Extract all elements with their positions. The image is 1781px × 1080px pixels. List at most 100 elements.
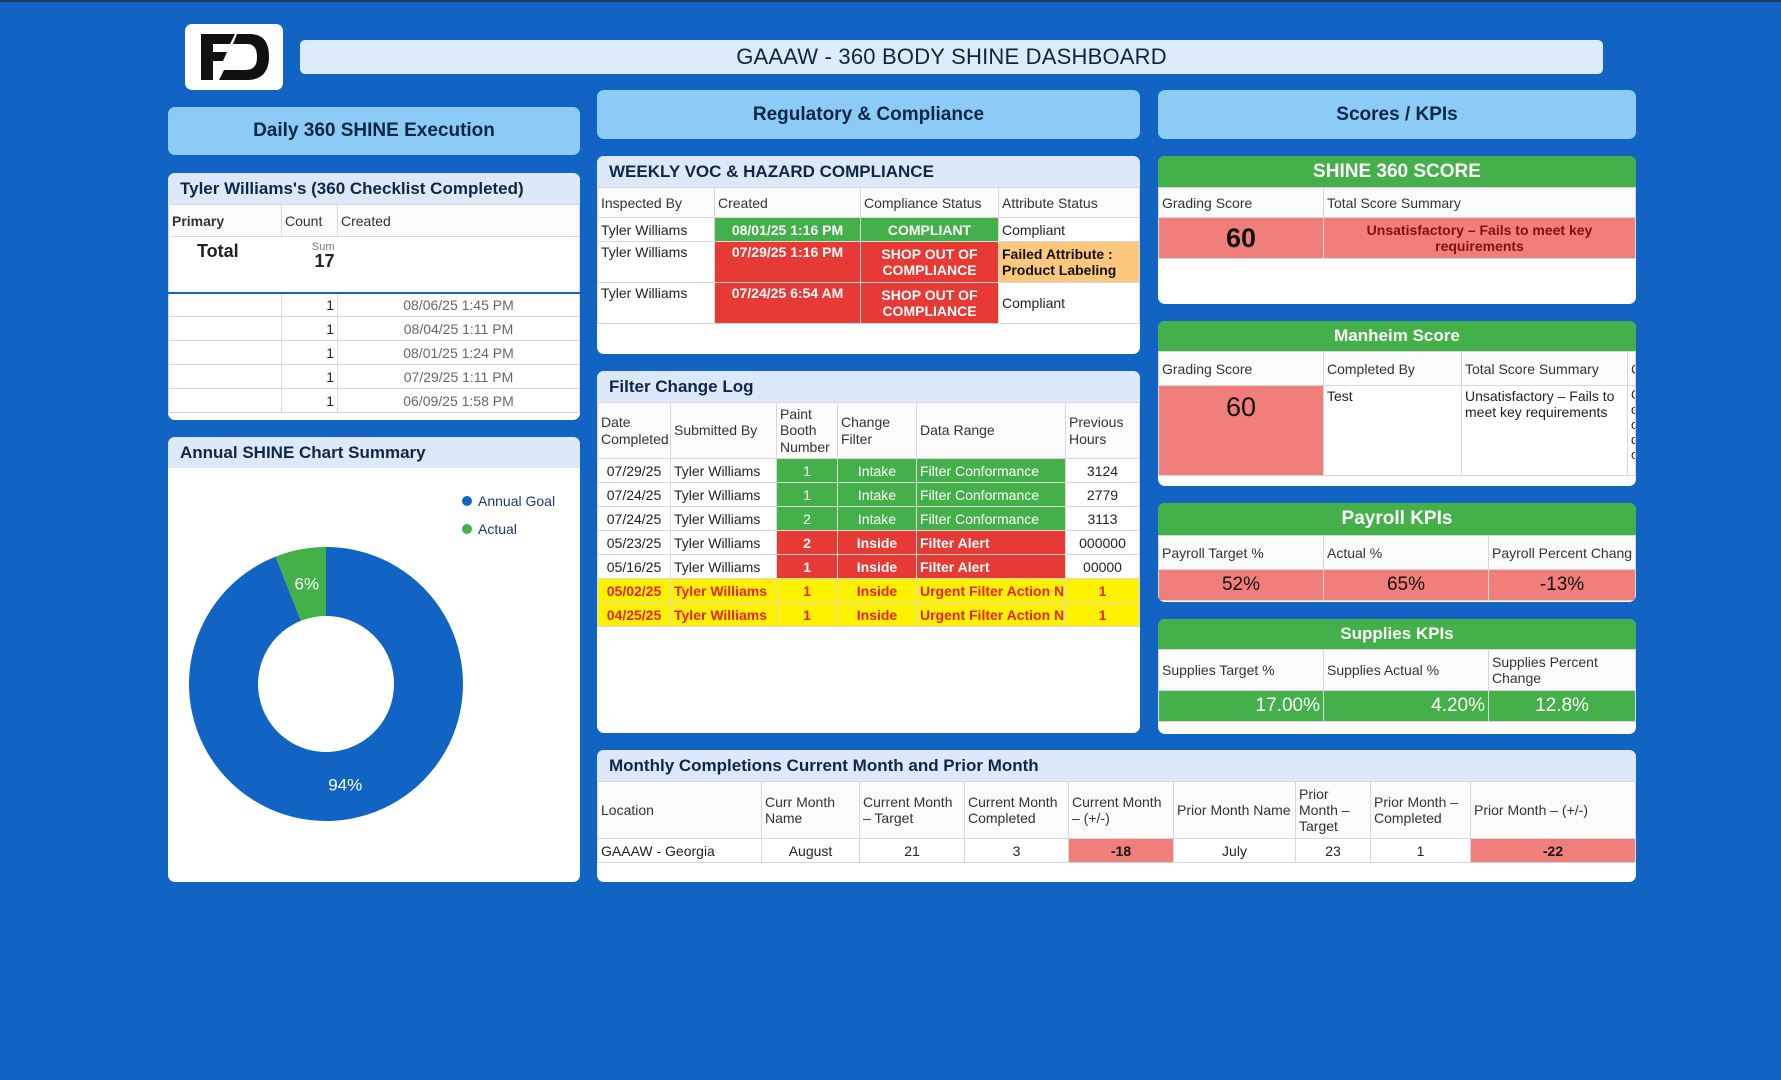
col-header-summary: Total Score Summary — [1461, 351, 1628, 386]
col-header-curr-target: Current Month – Target — [859, 781, 965, 839]
row-range: Filter Conformance — [916, 482, 1066, 507]
dashboard-title: GAAAW - 360 BODY SHINE DASHBOARD — [300, 40, 1603, 74]
row-date: 05/16/25 — [597, 554, 671, 579]
row-change: Inside — [837, 530, 917, 555]
supplies-table: Supplies Target % Supplies Actual % Supp… — [1158, 649, 1636, 722]
table-row: 07/24/25 Tyler Williams 2 Intake Filter … — [597, 506, 1140, 531]
row-hours: 1 — [1065, 578, 1140, 603]
table-cell — [168, 388, 282, 413]
row-compliance-status: COMPLIANT — [860, 217, 999, 242]
row-change: Inside — [837, 554, 917, 579]
col-header-prior-diff: Prior Month – (+/-) — [1470, 781, 1636, 839]
checklist-title: Tyler Williams's (360 Checklist Complete… — [168, 173, 580, 204]
row-submitted: Tyler Williams — [670, 530, 777, 555]
payroll-target-value: 52% — [1158, 569, 1324, 601]
sum-label: Sum — [311, 241, 335, 253]
col-header-prior-target: Prior Month – Target — [1295, 781, 1371, 839]
row-inspected-by: Tyler Williams — [597, 217, 715, 242]
legend-label-goal: Annual Goal — [478, 493, 556, 509]
manheim-card: Manheim Score Grading Score Completed By… — [1158, 321, 1636, 486]
col-header-created: Created — [337, 204, 580, 237]
col-header-prior-month: Prior Month Name — [1173, 781, 1296, 839]
shine360-score: 60 — [1158, 217, 1324, 259]
col-header-location: Location — [597, 781, 762, 839]
legend-dot-goal — [462, 496, 472, 506]
row-attribute-status: Failed Attribute : Product Labeling — [998, 241, 1140, 283]
checklist-card: Tyler Williams's (360 Checklist Complete… — [168, 173, 580, 420]
row-submitted: Tyler Williams — [670, 458, 777, 483]
table-row: 07/24/25 Tyler Williams 1 Intake Filter … — [597, 482, 1140, 507]
row-created: 08/06/25 1:45 PM — [337, 292, 580, 317]
row-created: 07/24/25 6:54 AM — [714, 282, 861, 324]
row-date: 07/24/25 — [597, 506, 671, 531]
col-header-curr-diff: Current Month – (+/-) — [1068, 781, 1174, 839]
col-header-payroll-change: Payroll Percent Chang — [1488, 535, 1636, 570]
legend-item-actual: Actual — [462, 521, 555, 537]
col-header-completed-by: Completed By — [1323, 351, 1462, 386]
row-attribute-status: Compliant — [998, 282, 1140, 324]
row-change: Inside — [837, 602, 917, 627]
row-hours: 3124 — [1065, 458, 1140, 483]
manheim-score: 60 — [1158, 385, 1324, 476]
row-booth: 1 — [776, 578, 838, 603]
col-header-payroll-actual: Actual % — [1323, 535, 1489, 570]
table-row: 1 06/09/25 1:58 PM — [168, 388, 580, 413]
row-date: 04/25/25 — [597, 602, 671, 627]
col-header-created: Created — [714, 187, 861, 218]
row-count: 1 — [281, 364, 338, 389]
col-header-range: Data Range — [916, 402, 1066, 459]
row-created: 08/01/25 1:16 PM — [714, 217, 861, 242]
table-row: 52% 65% -13% — [1158, 569, 1636, 601]
row-submitted: Tyler Williams — [670, 578, 777, 603]
row-count: 1 — [281, 292, 338, 317]
row-created: 08/04/25 1:11 PM — [337, 316, 580, 341]
annual-donut-chart: 94% 6% — [188, 547, 463, 821]
col-header-submitted: Submitted By — [670, 402, 777, 459]
section-header-daily: Daily 360 SHINE Execution — [168, 107, 580, 155]
row-created: 08/01/25 1:24 PM — [337, 340, 580, 365]
row-change: Intake — [837, 482, 917, 507]
payroll-table: Payroll Target % Actual % Payroll Percen… — [1158, 535, 1636, 601]
col-header-count: Count — [281, 204, 338, 237]
table-row: 17.00% 4.20% 12.8% — [1158, 690, 1636, 722]
row-count: 1 — [281, 388, 338, 413]
row-booth: 2 — [776, 506, 838, 531]
table-row: 05/02/25 Tyler Williams 1 Inside Urgent … — [597, 578, 1140, 603]
annual-chart-card: Annual SHINE Chart Summary Annual Goal A… — [168, 437, 580, 882]
manheim-summary: Unsatisfactory – Fails to meet key requi… — [1461, 385, 1628, 476]
total-sum: Sum 17 — [281, 236, 338, 294]
row-booth: 1 — [776, 554, 838, 579]
shine360-card: SHINE 360 SCORE Grading Score Total Scor… — [1158, 156, 1636, 304]
table-row: 1 08/01/25 1:24 PM — [168, 340, 580, 365]
manheim-extra: C c c d c — [1627, 385, 1636, 476]
row-prior-diff: -22 — [1470, 838, 1636, 863]
table-row: 60 Unsatisfactory – Fails to meet key re… — [1158, 217, 1636, 259]
row-booth: 1 — [776, 602, 838, 627]
row-hours: 3113 — [1065, 506, 1140, 531]
col-header-inspected: Inspected By — [597, 187, 715, 218]
row-date: 07/24/25 — [597, 482, 671, 507]
row-inspected-by: Tyler Williams — [597, 241, 715, 283]
legend-label-actual: Actual — [478, 521, 517, 537]
row-location: GAAAW - Georgia — [597, 838, 762, 863]
donut-label-actual: 6% — [295, 574, 320, 593]
col-header-date: Date Completed — [597, 402, 671, 459]
row-hours: 000000 — [1065, 530, 1140, 555]
row-range: Urgent Filter Action N — [916, 578, 1066, 603]
fd-logo-icon — [201, 34, 269, 80]
manheim-table: Grading Score Completed By Total Score S… — [1158, 351, 1636, 476]
top-border-line — [0, 0, 1781, 2]
shine360-title: SHINE 360 SCORE — [1158, 156, 1636, 187]
row-prior-month: July — [1173, 838, 1296, 863]
row-range: Filter Alert — [916, 530, 1066, 555]
row-hours: 2779 — [1065, 482, 1140, 507]
row-booth: 2 — [776, 530, 838, 555]
voc-table: Inspected By Created Compliance Status A… — [597, 187, 1140, 324]
row-compliance-status: SHOP OUT OF COMPLIANCE — [860, 241, 999, 283]
donut-slice-goal — [188, 547, 463, 821]
table-row: Tyler Williams 08/01/25 1:16 PM COMPLIAN… — [597, 217, 1140, 242]
donut-label-goal: 94% — [328, 776, 362, 795]
table-row: 07/29/25 Tyler Williams 1 Intake Filter … — [597, 458, 1140, 483]
table-row: Tyler Williams 07/24/25 6:54 AM SHOP OUT… — [597, 282, 1140, 324]
brand-logo — [185, 24, 283, 90]
